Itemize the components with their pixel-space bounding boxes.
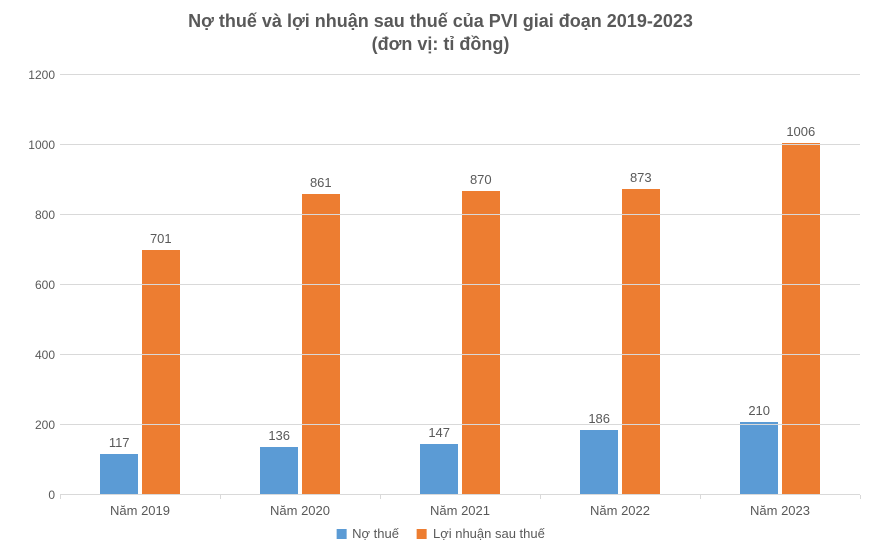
bar-value-label: 210 — [729, 403, 789, 418]
x-category-label: Năm 2022 — [590, 503, 650, 518]
grid-line — [60, 74, 860, 75]
bar — [740, 422, 778, 496]
chart-title-line-2: (đơn vị: tỉ đồng) — [10, 33, 871, 56]
bar-value-label: 701 — [131, 231, 191, 246]
y-tick-label: 800 — [15, 208, 55, 222]
x-category-label: Năm 2020 — [270, 503, 330, 518]
bar-group: 2101006Năm 2023 — [700, 75, 860, 495]
legend-swatch — [417, 529, 427, 539]
y-tick-label: 0 — [15, 488, 55, 502]
bar-value-label: 1006 — [771, 124, 831, 139]
y-tick-label: 600 — [15, 278, 55, 292]
x-category-label: Năm 2019 — [110, 503, 170, 518]
bar — [142, 250, 180, 495]
bar — [622, 189, 660, 495]
x-tick — [220, 495, 221, 499]
bar-group: 186873Năm 2022 — [540, 75, 700, 495]
bar — [302, 194, 340, 495]
y-tick-label: 1000 — [15, 138, 55, 152]
bar-group: 147870Năm 2021 — [380, 75, 540, 495]
legend-item: Nợ thuế — [336, 526, 399, 541]
grid-line — [60, 284, 860, 285]
legend-item: Lợi nhuận sau thuế — [417, 526, 545, 541]
bar — [462, 191, 500, 496]
bar-value-label: 147 — [409, 425, 469, 440]
bar-value-label: 861 — [291, 175, 351, 190]
legend: Nợ thuế Lợi nhuận sau thuế — [336, 526, 545, 541]
bar-value-label: 870 — [451, 172, 511, 187]
bar-group: 136861Năm 2020 — [220, 75, 380, 495]
grid-line — [60, 214, 860, 215]
y-tick-label: 1200 — [15, 68, 55, 82]
bar-value-label: 873 — [611, 170, 671, 185]
y-tick-label: 200 — [15, 418, 55, 432]
legend-label: Lợi nhuận sau thuế — [433, 526, 545, 541]
x-category-label: Năm 2021 — [430, 503, 490, 518]
plot-area: 117701Năm 2019136861Năm 2020147870Năm 20… — [60, 75, 860, 495]
y-tick-label: 400 — [15, 348, 55, 362]
bar-group: 117701Năm 2019 — [60, 75, 220, 495]
x-tick — [860, 495, 861, 499]
bar — [782, 143, 820, 495]
chart-title: Nợ thuế và lợi nhuận sau thuế của PVI gi… — [10, 10, 871, 57]
x-category-label: Năm 2023 — [750, 503, 810, 518]
x-tick — [540, 495, 541, 499]
chart-title-line-1: Nợ thuế và lợi nhuận sau thuế của PVI gi… — [10, 10, 871, 33]
bar — [260, 447, 298, 495]
grid-line — [60, 354, 860, 355]
grid-line — [60, 494, 860, 495]
chart-container: Nợ thuế và lợi nhuận sau thuế của PVI gi… — [0, 0, 881, 545]
x-tick — [380, 495, 381, 499]
legend-swatch — [336, 529, 346, 539]
grid-line — [60, 424, 860, 425]
x-tick — [60, 495, 61, 499]
bar — [580, 430, 618, 495]
bar-groups: 117701Năm 2019136861Năm 2020147870Năm 20… — [60, 75, 860, 495]
legend-label: Nợ thuế — [352, 526, 399, 541]
x-tick — [700, 495, 701, 499]
bar-value-label: 117 — [89, 435, 149, 450]
bar — [100, 454, 138, 495]
grid-line — [60, 144, 860, 145]
bar — [420, 444, 458, 495]
bar-value-label: 136 — [249, 428, 309, 443]
